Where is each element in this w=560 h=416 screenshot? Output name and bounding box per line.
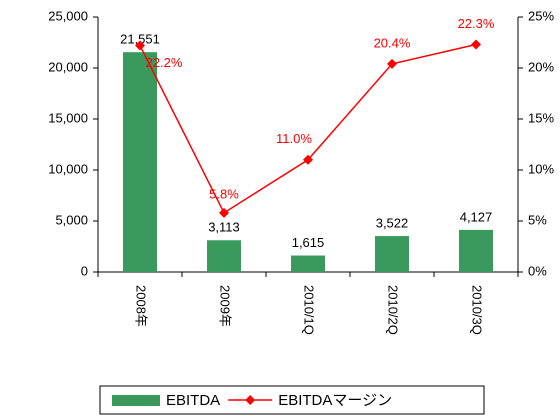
y2-tick-label: 20% — [528, 59, 554, 74]
line-label: 22.3% — [458, 16, 495, 31]
line-label: 11.0% — [276, 131, 312, 146]
y-tick-label: 5,000 — [55, 212, 88, 227]
y2-tick-label: 5% — [528, 212, 547, 227]
marker — [387, 58, 397, 69]
line-label: 20.4% — [374, 35, 411, 50]
y-tick-label: 10,000 — [48, 161, 88, 176]
y2-tick-label: 10% — [528, 161, 554, 176]
x-tick-label: 2010/1Q — [302, 285, 317, 335]
bar — [123, 52, 157, 273]
bar — [291, 255, 325, 272]
x-tick-label: 2008年 — [134, 285, 149, 327]
bar-label: 1,615 — [292, 235, 325, 250]
line — [139, 43, 477, 214]
marker — [471, 39, 481, 50]
y-tick-label: 25,000 — [48, 8, 88, 23]
bar — [375, 236, 409, 272]
y2-tick-label: 25% — [528, 8, 554, 23]
y-tick-label: 0 — [81, 263, 88, 278]
legend-label: EBITDAマージン — [278, 392, 392, 409]
x-tick-label: 2010/3Q — [470, 285, 485, 335]
bar-label: 3,522 — [376, 216, 409, 231]
x-tick-label: 2010/2Q — [386, 285, 401, 335]
x-tick-label: 2009年 — [218, 285, 233, 327]
line-label: 5.8% — [209, 186, 239, 201]
y-tick-label: 15,000 — [48, 110, 88, 125]
marker — [135, 40, 145, 51]
y2-tick-label: 0% — [528, 263, 547, 278]
marker — [219, 207, 229, 218]
bar — [459, 229, 493, 272]
legend-box — [99, 385, 485, 415]
legend-label: EBITDA — [166, 392, 220, 409]
bar-label: 21,551 — [120, 32, 160, 47]
legend-marker — [245, 395, 256, 405]
y2-tick-label: 15% — [528, 110, 554, 125]
bar-label: 3,113 — [208, 220, 240, 235]
marker — [303, 154, 313, 165]
y-tick-label: 20,000 — [48, 59, 88, 74]
bar-label: 4,127 — [460, 209, 493, 224]
bar — [207, 240, 241, 272]
legend-swatch — [112, 395, 160, 406]
line-label: 22.2% — [146, 55, 183, 70]
